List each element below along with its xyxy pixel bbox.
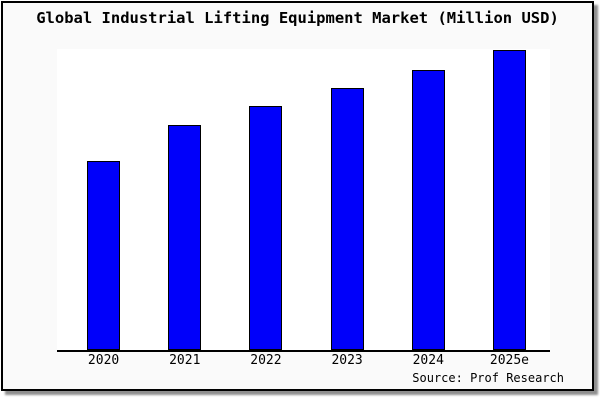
x-tick-2020: 2020 — [87, 353, 120, 368]
x-tick-2024: 2024 — [412, 353, 444, 368]
x-tick-2025e: 2025e — [489, 353, 530, 368]
bar-2025e — [492, 50, 526, 350]
x-tick-2023: 2023 — [331, 353, 363, 368]
chart-title: Global Industrial Lifting Equipment Mark… — [36, 9, 559, 27]
bar-2021 — [168, 125, 202, 350]
bar-slot-2022 — [225, 49, 306, 350]
bar-2020 — [87, 161, 121, 350]
x-tick-2021: 2021 — [169, 353, 201, 368]
bar-2024 — [411, 69, 445, 350]
bar-slot-2025e — [469, 49, 550, 350]
x-tick-2022: 2022 — [250, 353, 282, 368]
bar-2023 — [330, 87, 364, 350]
bars-container — [57, 49, 550, 350]
bar-slot-2021 — [144, 49, 225, 350]
bar-slot-2023 — [307, 49, 388, 350]
plot-area — [57, 49, 550, 352]
x-axis-labels: 2020 2021 2022 2023 2024 2025e — [57, 354, 550, 368]
bar-slot-2024 — [388, 49, 469, 350]
bar-slot-2020 — [63, 49, 144, 350]
source-credit: Source: Prof Research — [412, 371, 564, 385]
bar-2022 — [249, 105, 283, 350]
chart-frame: Global Industrial Lifting Equipment Mark… — [1, 1, 594, 391]
